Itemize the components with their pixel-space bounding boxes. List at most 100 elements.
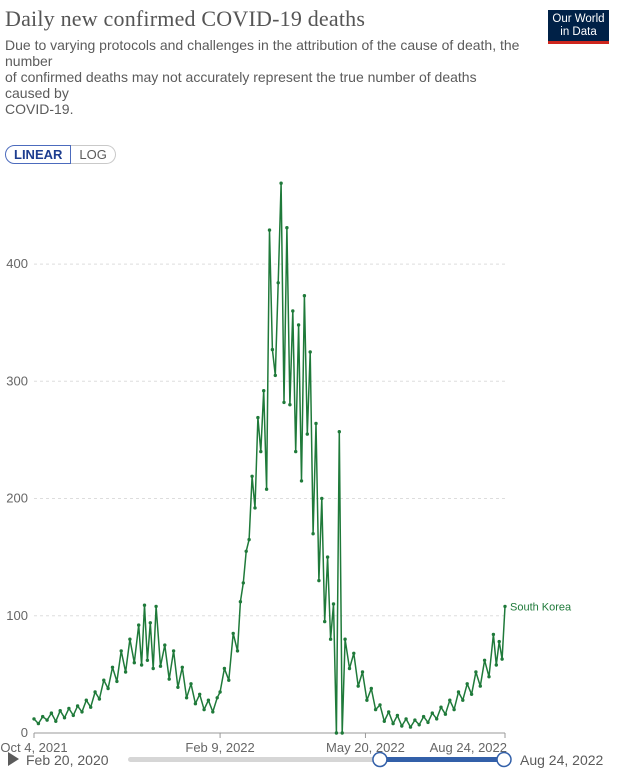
data-point[interactable]: [276, 281, 280, 285]
data-point[interactable]: [218, 690, 222, 694]
data-point[interactable]: [311, 532, 315, 536]
data-point[interactable]: [171, 649, 176, 653]
data-point[interactable]: [439, 705, 443, 709]
data-point[interactable]: [356, 684, 360, 688]
data-point[interactable]: [314, 421, 318, 426]
data-point[interactable]: [80, 710, 84, 714]
data-point[interactable]: [128, 637, 132, 641]
data-point[interactable]: [206, 698, 211, 702]
data-point[interactable]: [331, 602, 336, 606]
data-point[interactable]: [123, 670, 128, 674]
data-point[interactable]: [189, 682, 193, 686]
data-point[interactable]: [340, 731, 344, 735]
data-point[interactable]: [443, 712, 448, 716]
data-point[interactable]: [62, 716, 67, 720]
timeline-end-handle[interactable]: [496, 751, 512, 768]
data-point[interactable]: [435, 717, 439, 721]
data-point[interactable]: [469, 692, 474, 696]
data-point[interactable]: [296, 323, 301, 327]
data-point[interactable]: [491, 632, 496, 637]
data-point[interactable]: [395, 713, 400, 718]
data-point[interactable]: [163, 643, 167, 647]
data-point[interactable]: [448, 698, 452, 702]
data-point[interactable]: [256, 415, 260, 420]
data-point[interactable]: [291, 309, 295, 313]
owid-logo[interactable]: Our World in Data: [548, 10, 609, 44]
data-point[interactable]: [400, 724, 404, 728]
data-point[interactable]: [294, 449, 298, 454]
data-point[interactable]: [176, 685, 180, 689]
data-point[interactable]: [102, 678, 106, 682]
data-point[interactable]: [132, 661, 136, 665]
data-point[interactable]: [154, 604, 158, 609]
data-point[interactable]: [391, 721, 395, 726]
data-point[interactable]: [67, 706, 71, 711]
data-point[interactable]: [500, 657, 504, 661]
data-point[interactable]: [110, 665, 115, 669]
data-point[interactable]: [404, 717, 408, 721]
data-point[interactable]: [378, 703, 382, 707]
data-point[interactable]: [158, 664, 163, 668]
data-point[interactable]: [84, 698, 89, 702]
data-point[interactable]: [137, 623, 141, 627]
data-point[interactable]: [365, 698, 369, 702]
linear-scale-button[interactable]: LINEAR: [5, 145, 72, 164]
data-point[interactable]: [264, 487, 269, 491]
data-point[interactable]: [238, 600, 243, 604]
data-point[interactable]: [142, 603, 147, 607]
data-point[interactable]: [41, 714, 45, 719]
data-point[interactable]: [36, 721, 41, 726]
play-icon[interactable]: [8, 752, 19, 766]
data-point[interactable]: [241, 581, 245, 585]
data-point[interactable]: [494, 663, 498, 667]
data-point[interactable]: [267, 228, 272, 232]
timeline-selection[interactable]: [379, 757, 504, 762]
data-point[interactable]: [417, 723, 421, 727]
data-point[interactable]: [288, 403, 292, 407]
data-point[interactable]: [328, 637, 333, 641]
data-point[interactable]: [465, 682, 469, 686]
data-point[interactable]: [139, 663, 144, 667]
data-point[interactable]: [202, 707, 206, 712]
data-point[interactable]: [49, 711, 54, 715]
data-point[interactable]: [97, 697, 102, 701]
data-point[interactable]: [235, 649, 240, 653]
data-point[interactable]: [325, 555, 330, 559]
data-point[interactable]: [408, 725, 413, 729]
data-point[interactable]: [360, 670, 365, 674]
data-point[interactable]: [413, 718, 417, 722]
data-point[interactable]: [231, 631, 235, 636]
data-point[interactable]: [45, 718, 49, 722]
data-point[interactable]: [421, 714, 426, 719]
data-point[interactable]: [320, 496, 324, 501]
data-point[interactable]: [478, 684, 482, 688]
data-point[interactable]: [58, 709, 62, 713]
data-point[interactable]: [452, 707, 456, 712]
data-point[interactable]: [247, 537, 251, 542]
data-point[interactable]: [305, 432, 309, 436]
data-point[interactable]: [352, 651, 356, 655]
data-point[interactable]: [373, 707, 378, 712]
data-point[interactable]: [151, 666, 155, 671]
data-point[interactable]: [317, 578, 321, 583]
data-point[interactable]: [148, 621, 152, 625]
data-point[interactable]: [211, 710, 215, 714]
data-point[interactable]: [270, 347, 275, 352]
data-point[interactable]: [430, 711, 434, 715]
log-scale-button[interactable]: LOG: [71, 145, 116, 164]
timeline-start-handle[interactable]: [372, 751, 388, 768]
data-point[interactable]: [323, 619, 327, 624]
data-point[interactable]: [180, 665, 184, 669]
data-point[interactable]: [193, 702, 198, 706]
data-point[interactable]: [334, 731, 339, 735]
data-point[interactable]: [299, 479, 304, 483]
data-point[interactable]: [106, 686, 110, 691]
data-point[interactable]: [119, 649, 123, 653]
data-point[interactable]: [497, 639, 501, 644]
data-point[interactable]: [167, 677, 171, 681]
data-point[interactable]: [198, 692, 202, 696]
data-point[interactable]: [89, 705, 93, 709]
data-point[interactable]: [285, 226, 289, 230]
data-point[interactable]: [145, 658, 150, 662]
data-point[interactable]: [184, 696, 189, 700]
